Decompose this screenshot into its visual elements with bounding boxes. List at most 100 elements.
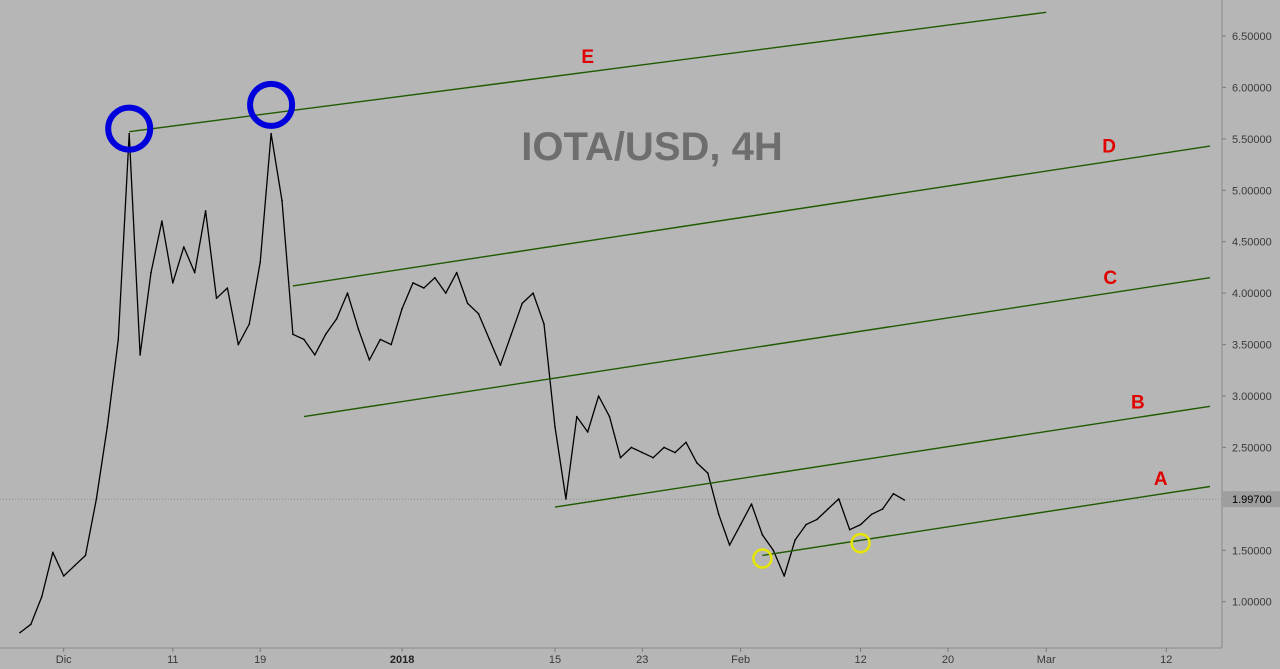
- price-point: [772, 549, 775, 552]
- y-tick-label: 4.00000: [1232, 288, 1272, 300]
- price-point: [248, 323, 251, 325]
- trendline-b[interactable]: [554, 405, 1211, 508]
- y-tick-label: 4.50000: [1232, 237, 1272, 249]
- y-axis: 1.000001.500002.000002.500003.000003.500…: [1222, 31, 1272, 609]
- price-point: [685, 441, 687, 444]
- price-point: [597, 395, 600, 397]
- price-point: [881, 508, 884, 510]
- price-point: [630, 446, 633, 449]
- price-point: [346, 292, 349, 294]
- price-point: [521, 302, 523, 305]
- current-price-tag-bg: [1222, 491, 1280, 508]
- trendline-c[interactable]: [303, 277, 1211, 418]
- price-point: [554, 426, 556, 428]
- price-point: [73, 564, 76, 567]
- price-point: [565, 498, 567, 500]
- price-point: [95, 498, 98, 500]
- price-point: [335, 318, 338, 320]
- x-tick-label: Dic: [56, 654, 72, 666]
- price-point: [324, 333, 327, 336]
- x-tick-label: 23: [636, 654, 648, 666]
- x-tick-label: 15: [549, 654, 561, 666]
- price-point: [739, 523, 742, 526]
- current-price-tag: 1.99700: [1222, 491, 1280, 508]
- price-point: [543, 323, 545, 325]
- price-point: [761, 534, 764, 536]
- y-tick-label: 3.50000: [1232, 340, 1272, 352]
- price-point: [576, 415, 578, 418]
- price-point: [281, 199, 283, 202]
- price-series: [19, 132, 906, 634]
- highlight-circles: [105, 80, 871, 569]
- trendline-d[interactable]: [292, 145, 1211, 287]
- price-point: [19, 631, 21, 634]
- price-point: [510, 333, 513, 336]
- price-point: [390, 343, 393, 346]
- x-tick-label: 20: [942, 654, 954, 666]
- price-point: [717, 513, 720, 516]
- current-price-label: 1.99700: [1232, 494, 1272, 506]
- price-point: [750, 503, 753, 505]
- price-point: [434, 276, 436, 279]
- y-tick-label: 3.00000: [1232, 391, 1272, 403]
- x-tick-label: Feb: [731, 654, 750, 666]
- price-point: [226, 287, 229, 289]
- trendline-e[interactable]: [129, 11, 1047, 133]
- price-point: [477, 312, 480, 315]
- chart-title: IOTA/USD, 4H: [521, 125, 783, 169]
- price-point: [838, 498, 840, 500]
- price-point: [401, 307, 403, 310]
- x-tick-label: 2018: [390, 654, 414, 666]
- price-point: [139, 354, 141, 356]
- price-point: [728, 544, 731, 546]
- highlight-circle: [105, 104, 154, 153]
- price-point: [237, 343, 240, 346]
- highlight-circle: [247, 80, 296, 129]
- price-point: [259, 261, 262, 264]
- price-point: [652, 456, 654, 459]
- trendline-a[interactable]: [762, 485, 1211, 557]
- price-point: [161, 220, 163, 222]
- price-point: [106, 426, 109, 428]
- price-point: [368, 359, 371, 361]
- price-point: [204, 210, 207, 212]
- price-point: [128, 132, 130, 135]
- price-point: [696, 462, 698, 464]
- price-point: [608, 415, 611, 418]
- price-point: [663, 446, 665, 449]
- price-point: [30, 623, 32, 626]
- y-tick-label: 1.00000: [1232, 597, 1272, 609]
- trendlines[interactable]: E D C B A: [129, 11, 1211, 557]
- price-point: [84, 554, 87, 557]
- price-point: [193, 271, 196, 274]
- price-point: [783, 575, 785, 577]
- y-tick-label: 5.50000: [1232, 134, 1272, 146]
- x-tick-label: 19: [254, 654, 266, 666]
- price-point: [827, 508, 829, 510]
- price-point: [794, 539, 796, 541]
- price-point: [455, 271, 458, 274]
- price-point: [62, 575, 65, 577]
- price-point: [499, 364, 502, 366]
- x-tick-label: Mar: [1037, 654, 1056, 666]
- price-point: [117, 338, 120, 341]
- price-point: [816, 518, 818, 521]
- price-point: [805, 523, 807, 526]
- price-point: [423, 287, 425, 289]
- price-point: [357, 328, 360, 330]
- price-point: [674, 451, 676, 454]
- price-point: [870, 513, 873, 516]
- price-point: [379, 338, 382, 341]
- x-axis: Dic 11 19 2018 15 23 Feb 12 20 Mar 12: [56, 648, 1172, 666]
- price-point: [641, 451, 644, 454]
- price-line: [19, 133, 905, 634]
- price-point: [532, 292, 534, 294]
- price-point: [619, 456, 622, 459]
- highlight-circle: [752, 548, 773, 569]
- price-point: [215, 297, 218, 300]
- price-point: [892, 492, 895, 495]
- price-point: [303, 338, 305, 341]
- price-point: [270, 132, 272, 135]
- price-point: [848, 528, 851, 531]
